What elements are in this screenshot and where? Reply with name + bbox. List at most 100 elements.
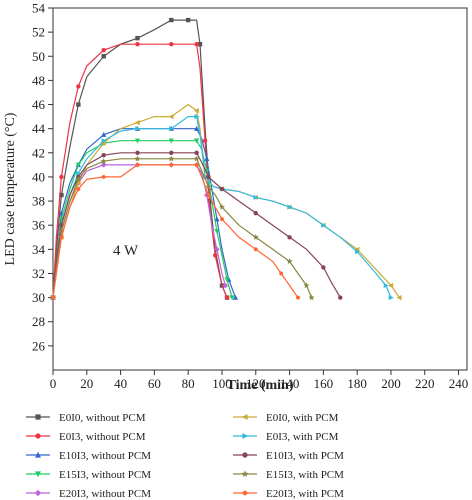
legend-label: E20I3, with PCM [266, 488, 344, 500]
legend-marker [241, 470, 249, 477]
data-point [168, 138, 174, 144]
data-point [253, 210, 258, 216]
y-axis: 26 28 30 32 34 36 38 40 42 44 46 48 50 52 54 [32, 1, 53, 353]
data-point [354, 249, 360, 255]
y-tick-label: 48 [32, 73, 45, 88]
data-point [253, 194, 259, 201]
data-point [207, 198, 213, 204]
legend-label: E0I0, without PCM [59, 412, 146, 424]
data-point [321, 222, 327, 228]
legend-item: E10I3, without PCM [26, 450, 151, 462]
x-tick-label: 140 [280, 376, 300, 391]
data-point [224, 295, 230, 300]
data-point [232, 294, 239, 300]
data-point [287, 204, 293, 210]
data-point [100, 162, 107, 168]
y-axis-title: LED case temperature (°C) [3, 112, 18, 265]
x-axis: 0 20 40 60 80 100 120 140 160 180 200 220 240 [50, 370, 468, 391]
data-point [388, 295, 394, 301]
data-point [354, 246, 360, 252]
data-point [194, 150, 199, 155]
legend-item: E0I0, without PCM [26, 412, 146, 424]
y-tick-label: 30 [32, 290, 45, 305]
y-tick-label: 54 [32, 1, 46, 16]
x-tick-label: 100 [212, 376, 232, 391]
legend-marker [35, 414, 41, 420]
x-tick-label: 0 [50, 376, 57, 391]
data-point [101, 54, 106, 59]
data-point [59, 174, 64, 180]
legend-marker [242, 433, 249, 439]
data-point [169, 42, 174, 47]
data-point [59, 192, 64, 198]
data-point [214, 229, 220, 235]
data-point [75, 176, 82, 182]
data-point [213, 253, 218, 258]
x-axis-title: Time (min) [226, 378, 293, 393]
data-point [193, 107, 199, 114]
legend-item: E20I3, without PCM [26, 488, 151, 500]
data-point [224, 277, 230, 283]
series-line [52, 115, 392, 298]
series-8 [50, 150, 343, 300]
data-point [76, 84, 81, 89]
data-point [193, 155, 200, 162]
legend-marker [35, 433, 41, 439]
data-point [76, 186, 81, 192]
data-point [135, 35, 140, 41]
data-point [194, 138, 200, 144]
data-point [169, 162, 174, 168]
data-point [219, 186, 225, 192]
y-tick-label: 52 [32, 25, 45, 40]
data-point [303, 282, 310, 289]
data-point [134, 155, 141, 162]
data-point [388, 282, 394, 289]
data-point [51, 295, 55, 300]
series-9 [49, 155, 315, 301]
data-point [194, 162, 199, 168]
legend-item: E0I3, with PCM [233, 431, 339, 443]
data-point [135, 150, 140, 155]
data-point [218, 203, 226, 210]
data-point [194, 42, 199, 47]
x-tick-label: 80 [182, 376, 195, 391]
y-tick-label: 28 [32, 314, 45, 329]
data-point [101, 131, 107, 137]
x-tick-label: 60 [148, 376, 161, 391]
x-tick-label: 160 [314, 376, 334, 391]
data-point [197, 42, 203, 47]
series-line [52, 128, 237, 298]
data-point [206, 174, 211, 180]
y-tick-label: 26 [32, 338, 46, 353]
legend-label: E20I3, without PCM [59, 488, 151, 500]
data-point [75, 180, 81, 186]
data-point [194, 114, 200, 120]
legend-item: E0I3, without PCM [26, 431, 146, 443]
series-line [52, 140, 233, 298]
data-point [185, 17, 191, 23]
data-point [101, 174, 106, 180]
x-tick-label: 200 [381, 376, 401, 391]
data-point [75, 162, 81, 168]
legend-item: E10I3, with PCM [233, 450, 344, 462]
legend-label: E10I3, without PCM [59, 450, 151, 462]
data-point [396, 295, 402, 301]
data-point [338, 295, 343, 300]
data-point [206, 192, 211, 198]
legend-marker [242, 490, 248, 496]
data-point [101, 138, 107, 144]
legend-marker [242, 452, 248, 458]
data-point [286, 258, 293, 264]
data-point [194, 125, 200, 131]
data-point [202, 138, 208, 143]
legend-label: E0I0, with PCM [266, 412, 339, 424]
data-point [229, 295, 235, 301]
legend-marker [35, 471, 41, 478]
legend-marker [34, 489, 42, 497]
data-point [222, 282, 229, 289]
data-point [205, 183, 212, 190]
data-point [169, 126, 175, 132]
x-tick-label: 20 [80, 376, 93, 391]
x-tick-label: 180 [347, 376, 367, 391]
data-point [134, 120, 140, 126]
